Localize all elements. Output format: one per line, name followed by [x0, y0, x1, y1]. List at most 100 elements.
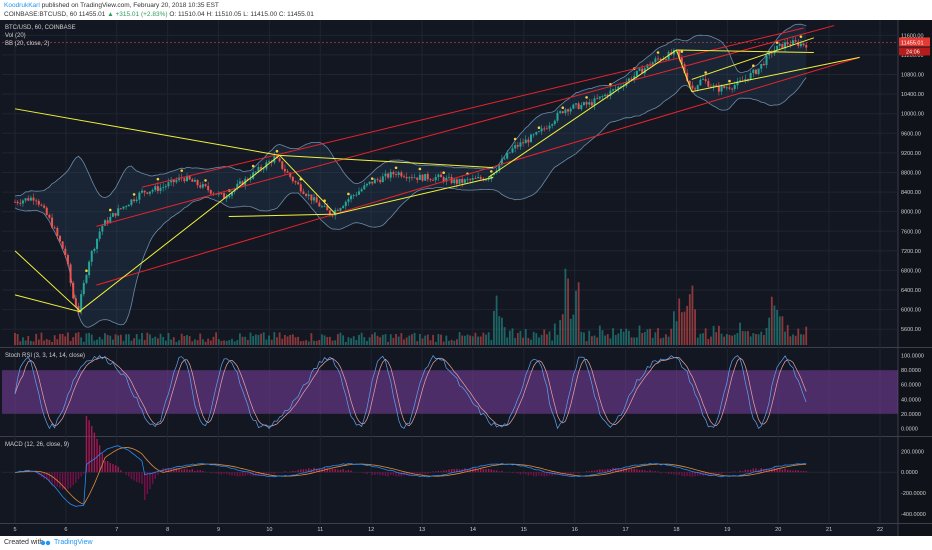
macd-histogram-bar [231, 472, 233, 476]
author-link[interactable]: KoodrukKarl [4, 2, 40, 9]
volume-bar [646, 329, 649, 345]
volume-bar [149, 334, 151, 345]
candle-body [56, 227, 59, 236]
macd-histogram-bar [511, 472, 514, 474]
price-tick-label: 8400.00 [901, 190, 921, 196]
volume-bar [151, 337, 154, 345]
macd-histogram-bar [308, 468, 310, 473]
volume-bar [77, 332, 80, 345]
candle-body [77, 306, 80, 312]
macd-histogram-bar [792, 470, 794, 473]
macd-histogram-bar [371, 472, 373, 475]
macd-histogram-bar [326, 468, 328, 473]
macd-histogram-bar [395, 472, 397, 477]
macd-histogram-bar [715, 472, 717, 474]
volume-bar [53, 335, 56, 345]
volume-bar [741, 330, 744, 345]
candle-body [794, 40, 797, 42]
candle-body [148, 191, 151, 194]
tradingview-brand[interactable]: TradingView [54, 539, 93, 546]
volume-bar [355, 340, 358, 345]
volume-bar [141, 332, 143, 345]
volume-bar [694, 309, 696, 345]
volume-bar [276, 337, 278, 345]
volume-bar [289, 335, 292, 345]
volume-bar [493, 310, 495, 345]
signal-dot [180, 169, 184, 172]
yellow-flat-line [676, 49, 814, 53]
macd-histogram-bar [392, 472, 395, 476]
candle-body [434, 176, 437, 181]
volume-bar [27, 336, 30, 345]
x-tick-label: 17 [623, 527, 629, 533]
candle-body [733, 85, 736, 89]
macd-histogram-bar [181, 469, 183, 473]
volume-bar [802, 334, 805, 345]
candle-body [379, 179, 382, 183]
candle-body [781, 43, 784, 49]
candle-body [537, 131, 540, 133]
macd-histogram-bar [670, 472, 672, 475]
volume-bar [725, 334, 728, 345]
price-tick-label: 11200.00 [901, 53, 924, 59]
candle-body [633, 75, 636, 80]
candle-body [739, 80, 742, 82]
macd-histogram-bar [387, 472, 389, 477]
signal-dot [513, 137, 517, 141]
price-tick-label: 6400.00 [901, 288, 921, 294]
volume-bar [421, 338, 424, 345]
volume-bar [67, 332, 69, 345]
macd-histogram-bar [329, 469, 331, 473]
x-tick-label: 9 [217, 527, 220, 533]
volume-bar [601, 330, 604, 345]
volume-bar [389, 334, 392, 345]
volume-bar [352, 336, 355, 345]
candle-body [45, 207, 48, 215]
candle-body [389, 171, 392, 178]
volume-bar [281, 338, 284, 345]
volume-bar [209, 340, 212, 345]
candle-body [466, 179, 469, 181]
candle-body [395, 174, 398, 176]
volume-bar [511, 328, 514, 345]
macd-histogram-bar [120, 470, 122, 473]
yellow-support-line-2 [691, 56, 860, 93]
macd-histogram-bar [665, 472, 667, 474]
macd-histogram-bar [101, 453, 104, 473]
volume-bar [252, 336, 255, 345]
macd-histogram-bar [138, 472, 141, 483]
chart-area[interactable]: 5 6 7 8 9 10 11 12 13 14 15 16 17 18 19 20 21 2211600.001… [0, 20, 932, 536]
volume-bar [98, 336, 101, 345]
volume-bar [236, 340, 239, 345]
candle-body [373, 179, 376, 184]
volume-bar [24, 340, 27, 345]
macd-histogram-bar [622, 468, 625, 473]
volume-bar [117, 335, 120, 345]
macd-histogram-bar [789, 470, 792, 473]
yellow-base-line [228, 213, 336, 218]
macd-histogram-bar [247, 472, 249, 476]
volume-bar [178, 340, 180, 345]
x-tick-label: 10 [266, 527, 272, 533]
macd-histogram-bar [244, 472, 246, 476]
price-tick-label: 6800.00 [901, 268, 921, 274]
candle-body [447, 176, 450, 178]
macd-histogram-bar [59, 472, 61, 489]
candle-body [64, 248, 67, 255]
macd-histogram-bar [427, 472, 429, 474]
volume-bar [381, 334, 384, 345]
macd-histogram-bar [604, 469, 606, 473]
candle-body [707, 80, 710, 87]
volume-bar [551, 340, 554, 345]
macd-histogram-bar [596, 469, 598, 473]
volume-bar [122, 340, 125, 345]
candle-body [106, 220, 109, 223]
volume-bar [127, 334, 130, 345]
volume-bar [201, 339, 204, 345]
candle-body [85, 275, 88, 283]
volume-bar [318, 339, 321, 345]
macd-histogram-bar [178, 468, 180, 473]
macd-histogram-bar [728, 472, 731, 474]
candle-body [731, 88, 734, 90]
candle-body [691, 85, 694, 89]
